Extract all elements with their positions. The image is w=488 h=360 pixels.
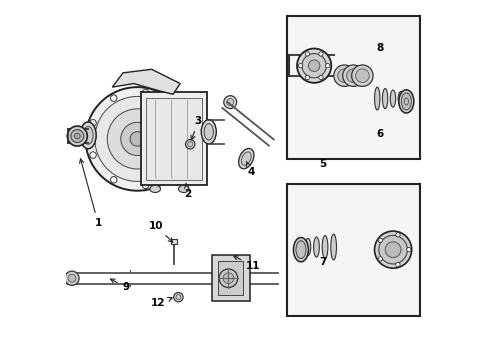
Bar — [141, 93, 206, 185]
Circle shape — [142, 89, 148, 96]
Ellipse shape — [405, 93, 410, 104]
Circle shape — [325, 64, 329, 68]
Ellipse shape — [397, 91, 403, 106]
Bar — [212, 255, 249, 301]
Ellipse shape — [401, 93, 410, 110]
Circle shape — [395, 233, 399, 237]
Circle shape — [170, 105, 176, 112]
Circle shape — [170, 166, 176, 172]
Circle shape — [378, 238, 382, 243]
Circle shape — [67, 126, 87, 146]
Circle shape — [406, 248, 410, 252]
Text: 10: 10 — [148, 221, 172, 242]
Ellipse shape — [330, 234, 336, 260]
Circle shape — [74, 133, 80, 139]
Text: 4: 4 — [246, 162, 254, 177]
Circle shape — [224, 96, 236, 109]
Circle shape — [318, 75, 323, 80]
Circle shape — [378, 235, 407, 264]
Circle shape — [110, 176, 117, 183]
Ellipse shape — [382, 89, 387, 109]
Circle shape — [121, 122, 154, 156]
Text: 12: 12 — [150, 297, 172, 308]
Circle shape — [107, 109, 167, 169]
Text: 3: 3 — [190, 116, 201, 140]
Bar — [287, 16, 419, 158]
Text: 2: 2 — [183, 183, 191, 199]
Circle shape — [296, 49, 331, 83]
Bar — [170, 239, 177, 244]
Circle shape — [176, 295, 181, 300]
Circle shape — [185, 140, 194, 149]
Ellipse shape — [389, 90, 395, 107]
Text: 9: 9 — [110, 279, 129, 292]
Circle shape — [305, 52, 309, 56]
Circle shape — [90, 152, 96, 158]
Ellipse shape — [313, 237, 319, 257]
Ellipse shape — [203, 123, 213, 140]
Ellipse shape — [305, 238, 310, 256]
Ellipse shape — [241, 152, 251, 165]
Circle shape — [226, 99, 233, 106]
Circle shape — [85, 87, 189, 191]
Circle shape — [308, 60, 319, 71]
Text: 5: 5 — [319, 159, 326, 169]
Circle shape — [130, 132, 144, 146]
Bar — [61, 274, 69, 283]
Ellipse shape — [322, 235, 327, 258]
Circle shape — [302, 54, 325, 78]
Ellipse shape — [201, 120, 216, 144]
Circle shape — [71, 130, 83, 143]
Circle shape — [187, 142, 192, 147]
Circle shape — [346, 69, 360, 82]
Circle shape — [95, 96, 180, 181]
Circle shape — [378, 257, 382, 261]
Circle shape — [173, 293, 183, 302]
Circle shape — [181, 136, 187, 142]
Ellipse shape — [238, 148, 253, 169]
Circle shape — [90, 120, 96, 126]
Bar — [287, 184, 419, 316]
Circle shape — [385, 242, 400, 257]
Text: 11: 11 — [233, 256, 260, 271]
Circle shape — [318, 52, 323, 56]
Ellipse shape — [83, 126, 93, 144]
Ellipse shape — [178, 185, 189, 193]
Polygon shape — [112, 69, 180, 94]
Circle shape — [355, 69, 368, 82]
Ellipse shape — [296, 240, 302, 254]
Circle shape — [68, 274, 76, 282]
Ellipse shape — [398, 90, 413, 113]
Circle shape — [110, 95, 117, 101]
Circle shape — [395, 262, 399, 267]
Bar — [217, 261, 243, 296]
Circle shape — [219, 269, 237, 288]
Ellipse shape — [404, 98, 407, 105]
Circle shape — [65, 271, 79, 285]
Circle shape — [374, 231, 411, 268]
Ellipse shape — [293, 238, 308, 262]
Circle shape — [333, 65, 354, 86]
Text: 6: 6 — [376, 129, 383, 139]
Ellipse shape — [374, 87, 379, 110]
Ellipse shape — [295, 241, 305, 258]
Text: 7: 7 — [319, 257, 326, 267]
Text: 1: 1 — [80, 159, 102, 228]
Circle shape — [142, 182, 148, 189]
Circle shape — [298, 64, 302, 68]
Text: 8: 8 — [376, 43, 383, 53]
Ellipse shape — [80, 122, 96, 149]
Bar — [146, 98, 201, 180]
Ellipse shape — [149, 185, 160, 193]
Circle shape — [305, 75, 309, 80]
Circle shape — [342, 65, 364, 86]
Circle shape — [337, 69, 350, 82]
Circle shape — [351, 65, 372, 86]
Circle shape — [223, 273, 233, 284]
